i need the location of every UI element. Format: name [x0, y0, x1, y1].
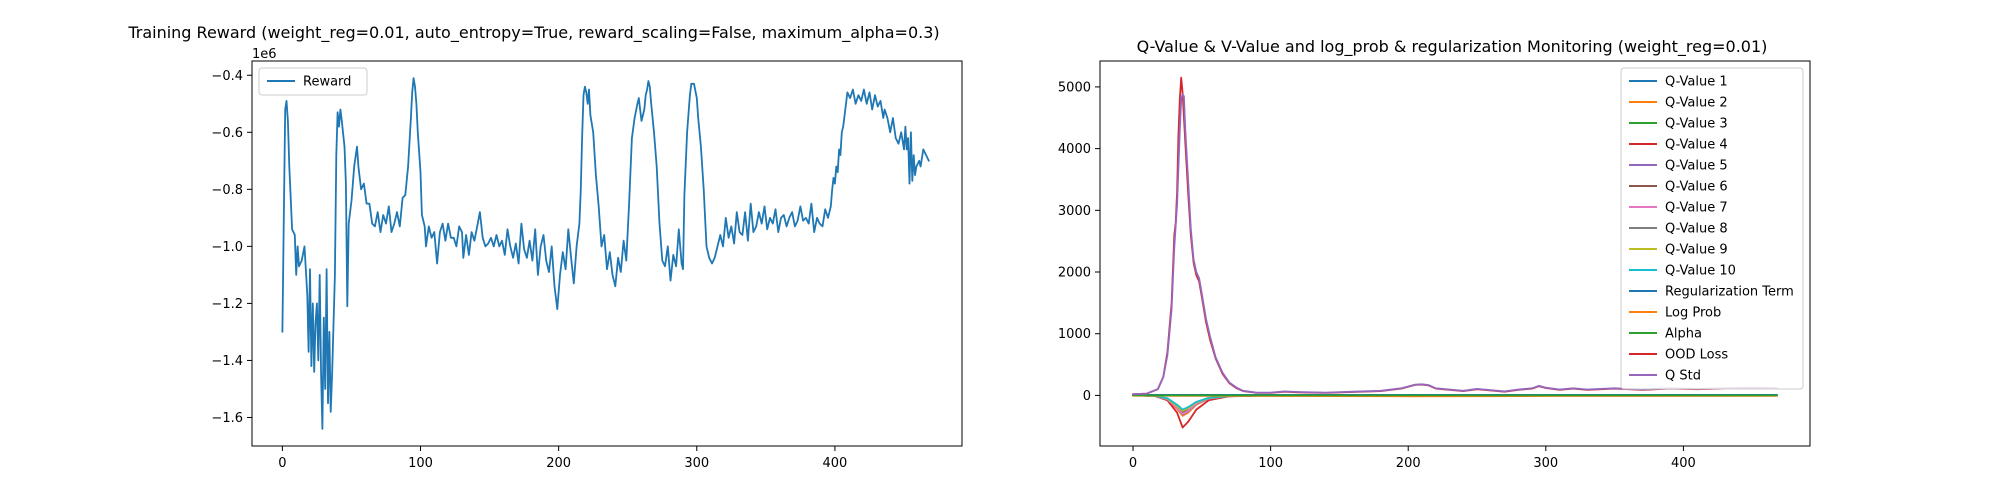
reward-y-offset-label: 1e6 [252, 47, 277, 62]
reward-series-group [281, 77, 930, 430]
y-tick-label: 0 [1083, 389, 1091, 404]
y-tick-label: 4000 [1058, 142, 1091, 157]
q-value-series-group [1132, 76, 1778, 429]
legend-label-log-prob: Log Prob [1665, 306, 1721, 321]
y-tick-label: 3000 [1058, 204, 1091, 219]
reward-plot-area: 0 100 200 300 400 −1.6 −1.4 −1.2 −1.0 −0.8 −0.6 −0.… [211, 60, 963, 471]
legend-label-q-value-3: Q-Value 3 [1665, 117, 1728, 132]
reward-legend-box [258, 67, 368, 96]
legend-label-regularization-term: Regularization Term [1665, 285, 1794, 300]
x-tick-label: 400 [1671, 456, 1696, 471]
x-tick-label: 0 [1129, 456, 1137, 471]
x-tick-label: 100 [1258, 456, 1283, 471]
legend-label-q-value-8: Q-Value 8 [1665, 222, 1728, 237]
legend-label-q-value-9: Q-Value 9 [1665, 243, 1728, 258]
x-tick-label: 0 [278, 456, 286, 471]
y-tick-label: −1.4 [211, 354, 243, 369]
y-tick-label: 2000 [1058, 266, 1091, 281]
y-tick-label: −0.8 [211, 183, 243, 198]
legend-label-alpha: Alpha [1665, 327, 1702, 342]
legend-label-q-std: Q Std [1665, 369, 1701, 384]
q-value-axes-frame [1099, 60, 1811, 447]
y-tick-label: −1.0 [211, 240, 243, 255]
x-tick-label: 300 [684, 456, 709, 471]
legend-label-reward: Reward [303, 75, 351, 90]
y-tick-label: −0.6 [211, 126, 243, 141]
x-tick-label: 400 [823, 456, 848, 471]
y-tick-label: 1000 [1058, 327, 1091, 342]
q-value-chart-title: Q-Value & V-Value and log_prob & regular… [1137, 37, 1768, 57]
x-tick-label: 300 [1533, 456, 1558, 471]
q-value-subplot: Q-Value & V-Value and log_prob & regular… [1058, 37, 1811, 471]
q-value-legend: Q-Value 1 Q-Value 2 Q-Value 3 Q-Value 4 Q-Va… [1620, 67, 1804, 390]
series-line-q-std [1132, 93, 1778, 396]
y-tick-label: −1.6 [211, 411, 243, 426]
legend-label-q-value-4: Q-Value 4 [1665, 138, 1728, 153]
y-tick-label: 5000 [1058, 80, 1091, 95]
legend-label-q-value-2: Q-Value 2 [1665, 96, 1728, 111]
y-tick-label: −1.2 [211, 297, 243, 312]
legend-label-q-value-6: Q-Value 6 [1665, 180, 1728, 195]
x-tick-label: 100 [408, 456, 433, 471]
series-line-reward [281, 77, 930, 430]
reward-chart-title: Training Reward (weight_reg=0.01, auto_e… [127, 23, 939, 43]
x-tick-label: 200 [546, 456, 571, 471]
legend-label-q-value-5: Q-Value 5 [1665, 159, 1728, 174]
y-tick-label: −0.4 [211, 69, 243, 84]
reward-axes-frame [251, 60, 963, 447]
legend-label-ood-loss: OOD Loss [1665, 348, 1728, 363]
legend-label-q-value-10: Q-Value 10 [1665, 264, 1736, 279]
legend-label-q-value-1: Q-Value 1 [1665, 75, 1728, 90]
reward-legend: Reward [258, 67, 368, 96]
legend-label-q-value-7: Q-Value 7 [1665, 201, 1728, 216]
x-tick-label: 200 [1396, 456, 1421, 471]
q-value-legend-box [1620, 67, 1804, 390]
reward-subplot: Training Reward (weight_reg=0.01, auto_e… [127, 23, 963, 471]
